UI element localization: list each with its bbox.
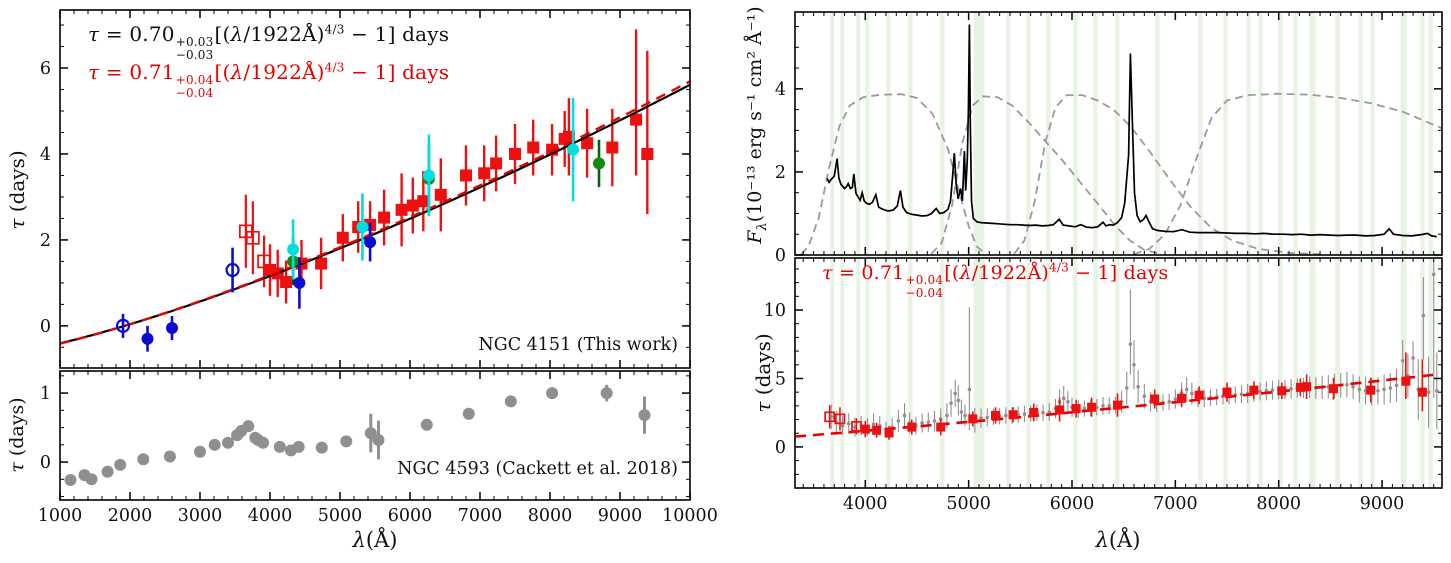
axis-ticks: 0 2 4 xyxy=(775,12,1442,266)
fit-black-curve xyxy=(60,83,690,345)
right-top-panel: 0 2 4 xyxy=(775,11,1443,266)
tau-symbol: τ xyxy=(822,262,833,284)
right-top-panel-content xyxy=(800,12,1442,255)
lambda-symbol: λ xyxy=(230,60,244,84)
axis-ticks: 4000 5000 6000 7000 8000 9000 0 5 10 xyxy=(764,258,1442,514)
x-tick-label: 7000 xyxy=(458,506,503,526)
x-tick-label: 4000 xyxy=(843,494,888,514)
x-tick-label: 4000 xyxy=(248,506,293,526)
panel-frame xyxy=(59,370,691,501)
ylabel-left-bottom: τ (days) xyxy=(6,397,28,473)
axis-ticks: 0 2 4 6 xyxy=(40,10,691,368)
y-tick-label: 4 xyxy=(775,80,786,100)
x-tick-label: 6000 xyxy=(1050,494,1095,514)
y-tick-label: 1 xyxy=(40,384,51,404)
filter-z xyxy=(1133,92,1442,255)
ylabel-right-flux: Fλ(10⁻¹³ erg s⁻¹ cm² Å⁻¹) xyxy=(744,6,770,244)
cyan-circles-series xyxy=(287,98,580,280)
uncertainty-stack: +0.03 −0.03 xyxy=(175,35,214,62)
x-tick-label: 5000 xyxy=(946,494,991,514)
y-tick-label: 0 xyxy=(775,438,786,458)
y-tick-label: 4 xyxy=(40,145,51,165)
y-tick-label: 0 xyxy=(40,453,51,473)
filter-B xyxy=(800,93,986,255)
y-tick-label: 6 xyxy=(40,59,51,79)
right-bottom-panel-content xyxy=(795,258,1441,488)
label-ngc4151: NGC 4151 (This work) xyxy=(478,335,678,355)
x-tick-label: 9000 xyxy=(1360,494,1405,514)
label-ngc4593: NGC 4593 (Cackett et al. 2018) xyxy=(397,459,678,479)
red-open-squares-series xyxy=(239,194,271,288)
x-tick-label: 5000 xyxy=(318,506,363,526)
y-tick-label: 2 xyxy=(775,163,786,183)
green-circles-series xyxy=(287,139,605,286)
green-bands xyxy=(830,12,1433,255)
x-tick-label: 10000 xyxy=(662,506,718,526)
x-tick-label: 8000 xyxy=(1256,494,1301,514)
panel-frame xyxy=(794,257,1443,489)
x-tick-label: 6000 xyxy=(388,506,433,526)
x-tick-label: 2000 xyxy=(108,506,153,526)
filter-V xyxy=(930,95,1161,255)
x-tick-label: 7000 xyxy=(1153,494,1198,514)
y-tick-label: 0 xyxy=(40,317,51,337)
tau-symbol: τ xyxy=(88,22,100,46)
lambda-symbol: λ xyxy=(230,22,244,46)
blue-circles-series xyxy=(141,222,377,352)
equation-red-right: τ = 0.71 +0.04 −0.04 [(λ/1922Å)4/3 − 1] day… xyxy=(822,260,1169,300)
y-tick-label: 5 xyxy=(775,369,786,389)
left-bottom-panel: 1000 2000 3000 4000 5000 6000 7000 8000 9000 1000… xyxy=(38,370,718,526)
red-squares-series xyxy=(860,352,1427,440)
y-tick-label: 10 xyxy=(764,301,786,321)
ylabel-left-top: τ (days) xyxy=(5,150,29,230)
filter-R xyxy=(1013,94,1321,255)
equation-red: τ = 0.71 +0.04 −0.04 [(λ/1922Å)4/3 − 1] day… xyxy=(88,60,450,100)
filter-curves xyxy=(800,92,1442,255)
xlabel-right: λ(Å) xyxy=(1095,528,1141,552)
fit-red-curve xyxy=(60,80,690,345)
x-tick-label: 1000 xyxy=(38,506,83,526)
blue-open-circles-series xyxy=(115,247,240,338)
lambda-symbol: λ xyxy=(959,262,972,284)
uncertainty-stack: +0.04 −0.04 xyxy=(175,73,214,100)
tau-symbol: τ xyxy=(88,60,100,84)
panel-frame xyxy=(59,9,691,369)
red-squares-series xyxy=(264,29,654,304)
x-tick-label: 3000 xyxy=(178,506,223,526)
x-tick-label: 9000 xyxy=(598,506,643,526)
uncertainty-stack: +0.04 −0.04 xyxy=(905,273,944,300)
left-bottom-panel-content xyxy=(64,384,651,486)
right-bottom-panel: 4000 5000 6000 7000 8000 9000 0 5 10 xyxy=(764,257,1443,514)
x-tick-label: 8000 xyxy=(528,506,573,526)
left-top-panel: 0 2 4 6 xyxy=(40,9,691,369)
spectrum-curve xyxy=(826,24,1437,238)
equation-black: τ = 0.70 +0.03 −0.03 [(λ/1922Å)4/3 − 1] day… xyxy=(88,22,450,62)
y-tick-label: 0 xyxy=(775,246,786,266)
gray-circles-series xyxy=(64,384,651,486)
y-tick-label: 2 xyxy=(40,231,51,251)
ylabel-right-tau: τ (days) xyxy=(751,333,775,413)
panel-frame xyxy=(794,11,1443,256)
axis-ticks: 1000 2000 3000 4000 5000 6000 7000 8000 9000 1000… xyxy=(38,371,718,526)
left-top-panel-content xyxy=(60,29,690,352)
xlabel-left: λ(Å) xyxy=(352,528,398,552)
